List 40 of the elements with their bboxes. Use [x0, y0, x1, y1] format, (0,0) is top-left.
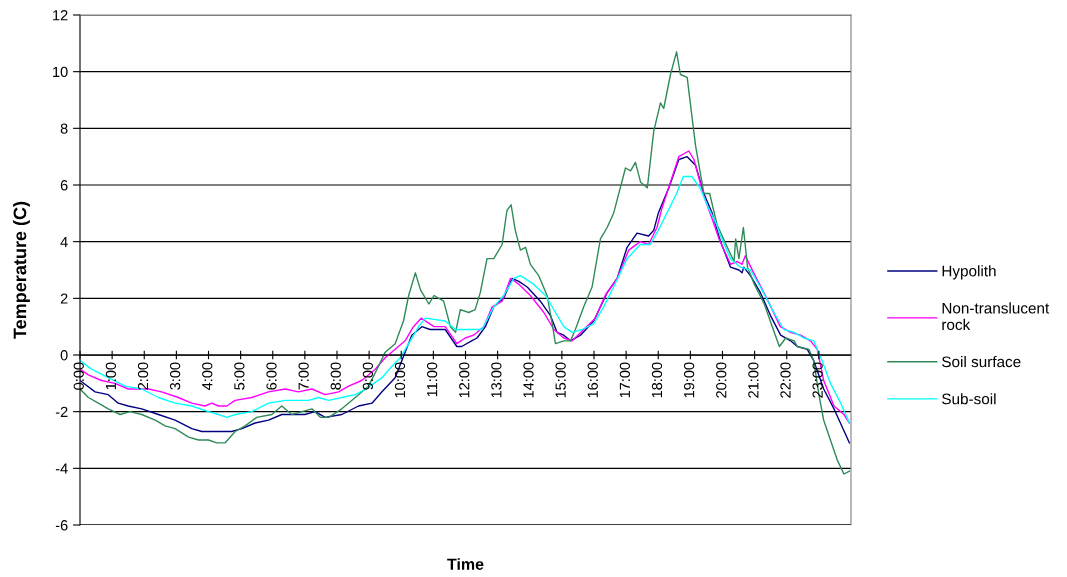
x-tick-label: 22:00 [780, 362, 791, 398]
x-tick-label: 13:00 [491, 362, 502, 398]
x-axis-title: Time [447, 558, 484, 570]
y-tick-label: 12 [53, 10, 68, 21]
x-tick-label: 5:00 [234, 362, 245, 390]
x-tick-label: 18:00 [651, 362, 663, 398]
x-tick-label: 10:00 [394, 362, 406, 398]
x-tick-label: 16:00 [587, 362, 598, 398]
x-tick-label: 7:00 [298, 362, 309, 390]
x-tick-label: 19:00 [683, 362, 695, 398]
y-tick-label: 4 [60, 236, 68, 247]
x-tick-label: 23:00 [812, 362, 823, 398]
y-tick-label: 0 [60, 350, 68, 361]
x-tick-label: 21:00 [748, 362, 759, 398]
x-tick-label: 4:00 [202, 362, 213, 390]
x-tick-label: 12:00 [459, 362, 470, 398]
x-tick-label: 0:00 [73, 362, 84, 390]
x-tick-label: 9:00 [362, 362, 374, 390]
legend-label: Sub-soil [942, 393, 996, 405]
x-tick-label: 14:00 [523, 362, 534, 398]
y-axis-title: Temperature (C) [13, 201, 30, 339]
y-tick-label: 2 [60, 293, 68, 304]
y-tick-label: -6 [55, 520, 68, 531]
legend-label: Hypolith [942, 265, 996, 280]
x-tick-label: 6:00 [266, 362, 277, 390]
y-tick-label: 6 [60, 180, 68, 191]
x-tick-label: 8:00 [330, 362, 341, 390]
x-tick-label: 11:00 [426, 362, 438, 397]
legend-label: Non-translucent rock [942, 302, 1050, 331]
x-tick-label: 17:00 [619, 362, 631, 398]
y-tick-label: 10 [53, 66, 68, 78]
x-tick-label: 1:00 [105, 362, 117, 390]
y-tick-label: 8 [60, 123, 68, 134]
x-tick-label: 2:00 [137, 362, 149, 390]
y-tick-label: -2 [55, 406, 68, 417]
legend-label: Soil surface [942, 355, 1021, 368]
x-tick-label: 20:00 [716, 362, 727, 398]
x-tick-label: 15:00 [555, 362, 566, 398]
y-tick-label: -4 [55, 463, 68, 474]
x-tick-label: 3:00 [169, 362, 181, 390]
